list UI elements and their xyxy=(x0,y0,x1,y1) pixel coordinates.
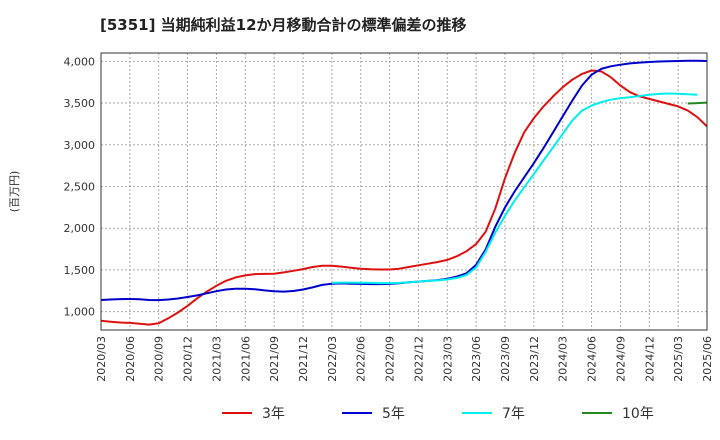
legend-label: 7年 xyxy=(502,406,525,422)
x-tick-label: 2025/03 xyxy=(672,336,685,382)
x-tick-label: 2024/09 xyxy=(614,336,627,382)
x-tick-label: 2021/12 xyxy=(297,336,310,382)
chart-title: [5351] 当期純利益12か月移動合計の標準偏差の推移 xyxy=(100,16,467,34)
y-tick-label: 3,000 xyxy=(64,139,96,152)
y-tick-label: 2,000 xyxy=(64,222,96,235)
series-layer xyxy=(100,59,708,326)
y-tick-label: 3,500 xyxy=(64,97,96,110)
x-tick-label: 2021/09 xyxy=(268,336,281,382)
x-tick-label: 2023/12 xyxy=(528,336,541,382)
x-tick-label: 2023/09 xyxy=(499,336,512,382)
series-line-3年 xyxy=(100,69,708,326)
y-axis-label: (百万円) xyxy=(8,171,21,213)
x-tick-label: 2021/03 xyxy=(210,336,223,382)
x-tick-label: 2022/09 xyxy=(384,336,397,382)
series-line-10年 xyxy=(687,101,708,105)
y-axis-ticks: 1,000 1,500 2,000 2,500 3,000 3,500 4,000 xyxy=(64,55,96,318)
legend-label: 3年 xyxy=(262,406,285,422)
x-tick-label: 2024/03 xyxy=(557,336,570,382)
x-tick-label: 2022/06 xyxy=(355,336,368,382)
series-line-7年 xyxy=(331,92,698,285)
legend-label: 10年 xyxy=(622,406,654,422)
x-tick-label: 2023/06 xyxy=(470,336,483,382)
grid-layer xyxy=(100,53,708,330)
x-tick-label: 2020/09 xyxy=(153,336,166,382)
x-tick-label: 2024/12 xyxy=(643,336,656,382)
y-tick-label: 4,000 xyxy=(64,55,96,68)
y-tick-label: 1,500 xyxy=(64,264,96,277)
x-tick-label: 2023/03 xyxy=(441,336,454,382)
plot-frame xyxy=(100,52,708,331)
x-tick-label: 2020/06 xyxy=(124,336,137,382)
series-line-5年 xyxy=(100,59,708,302)
x-tick-label: 2021/06 xyxy=(239,336,252,382)
y-tick-label: 2,500 xyxy=(64,180,96,193)
y-tick-label: 1,000 xyxy=(64,306,96,319)
x-tick-label: 2025/06 xyxy=(701,336,714,382)
x-tick-label: 2022/03 xyxy=(326,336,339,382)
x-tick-label: 2024/06 xyxy=(586,336,599,382)
legend-label: 5年 xyxy=(382,406,405,422)
x-axis-ticks: 2020/03 2020/06 2020/09 2020/12 2021/03 2021/… xyxy=(95,336,714,382)
legend: 3年 5年 7年 10年 xyxy=(222,406,654,422)
x-tick-label: 2020/12 xyxy=(182,336,195,382)
x-tick-label: 2020/03 xyxy=(95,336,108,382)
x-tick-label: 2022/12 xyxy=(412,336,425,382)
